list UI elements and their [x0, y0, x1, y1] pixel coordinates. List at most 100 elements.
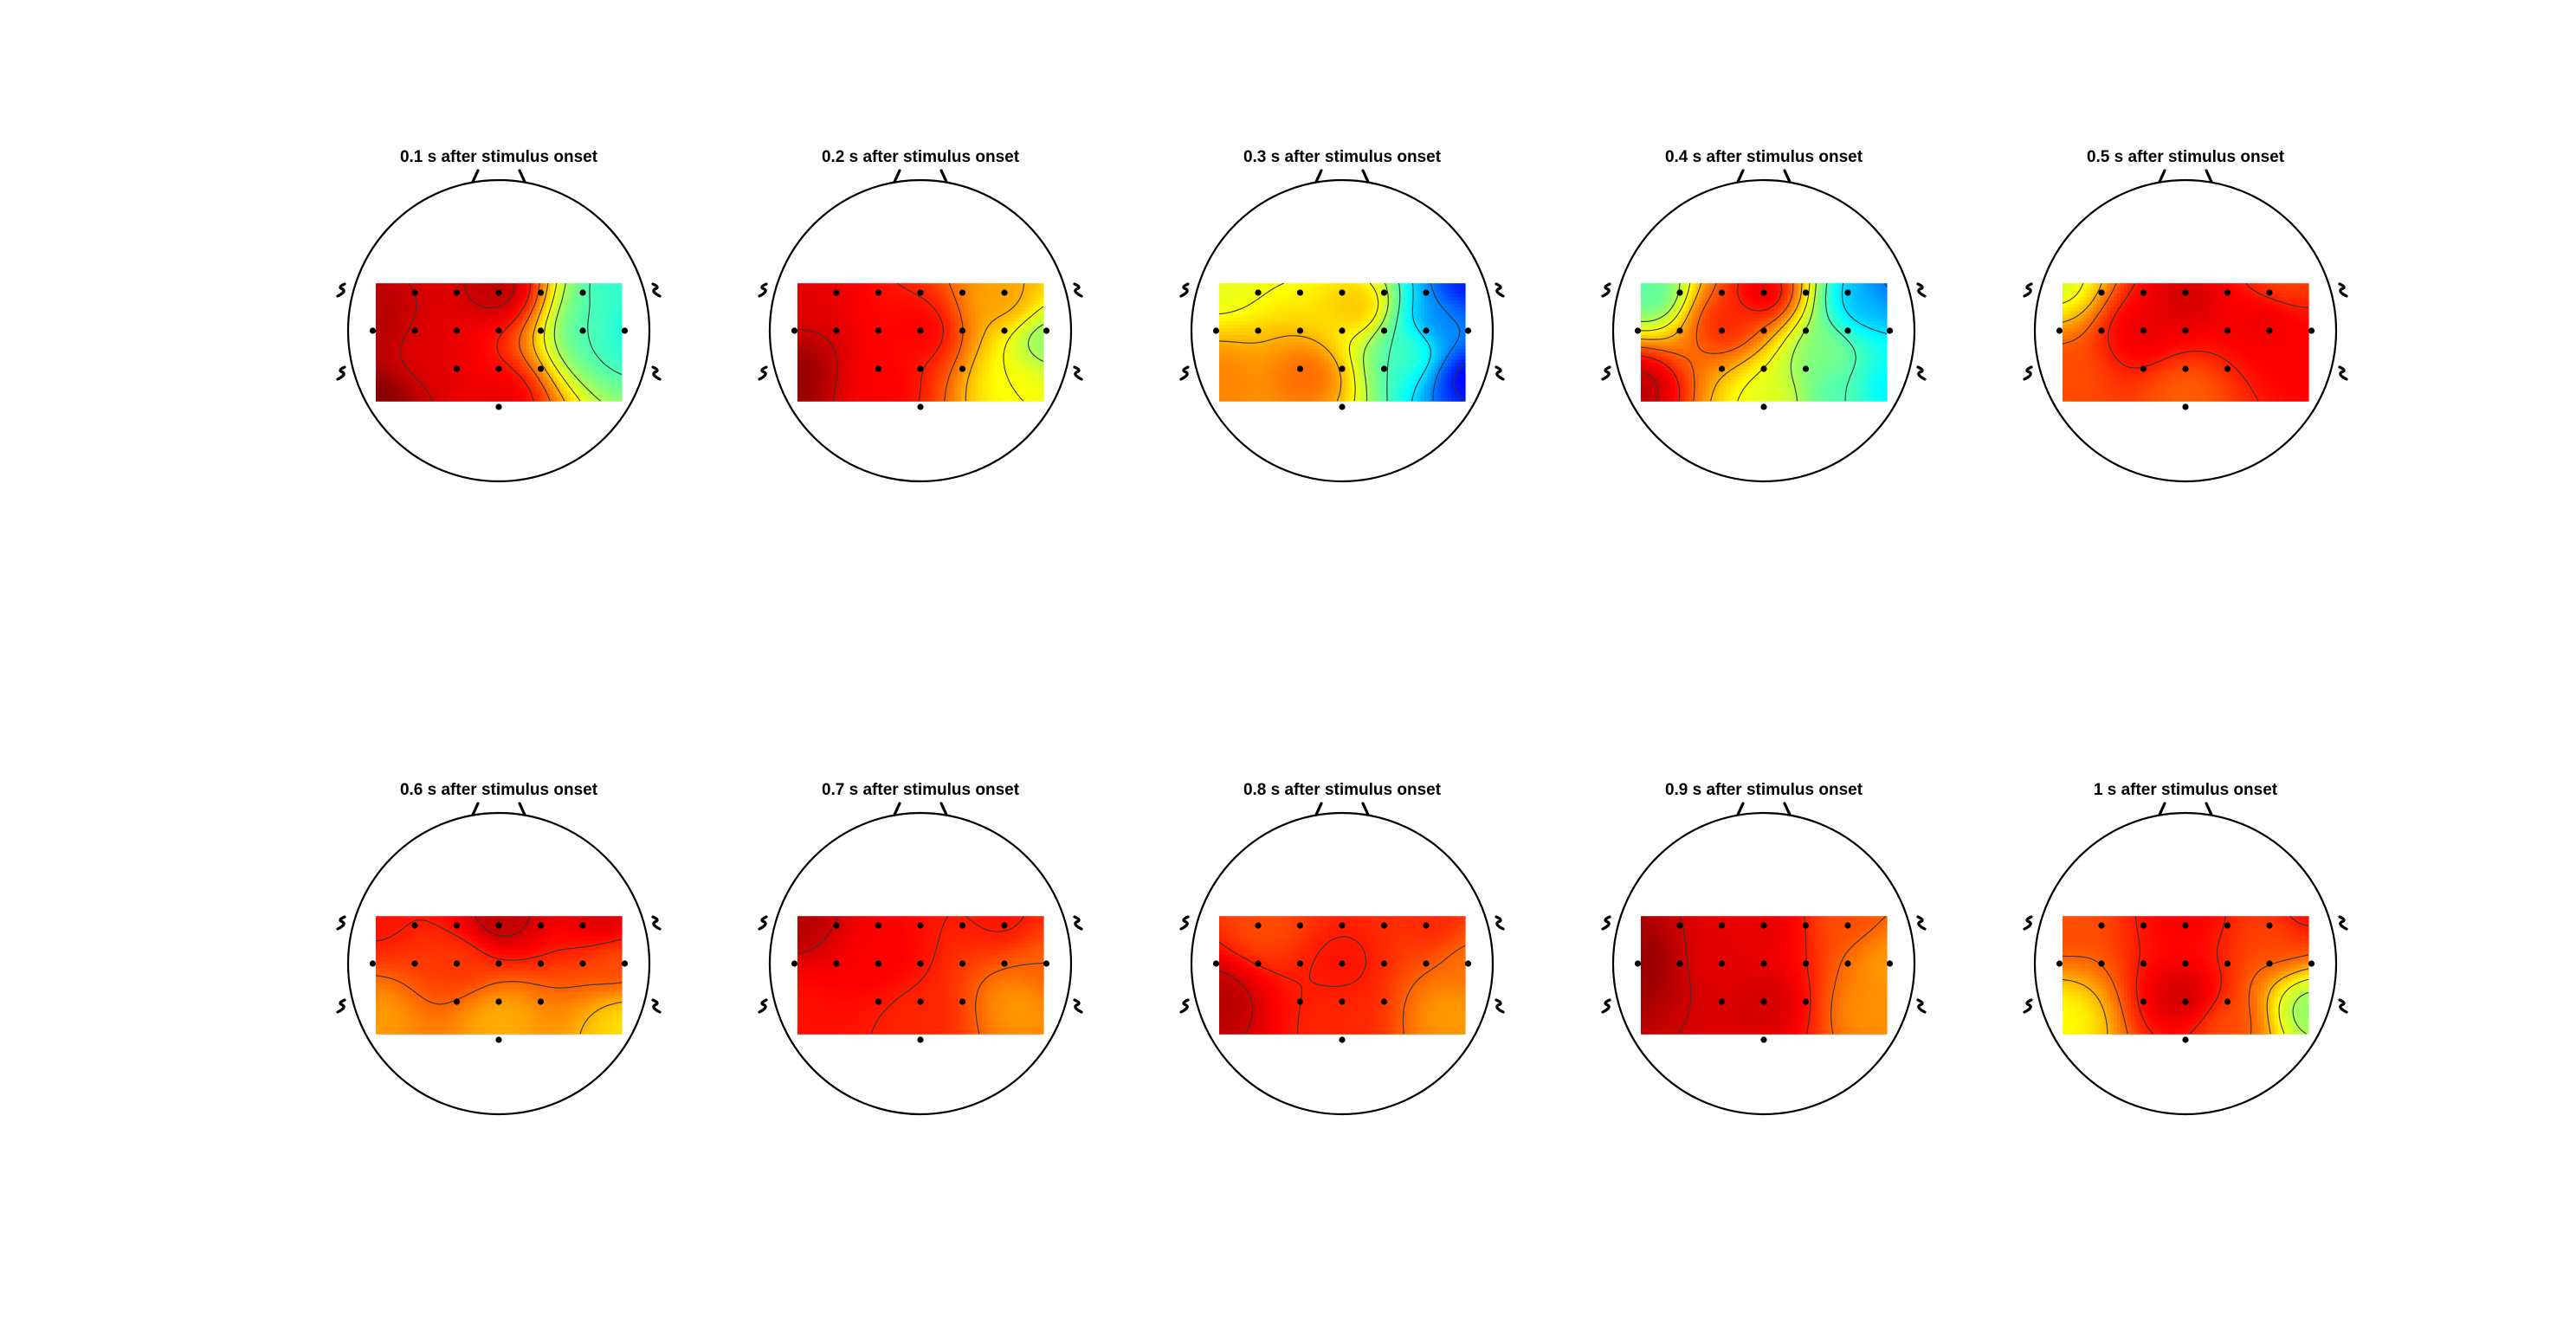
heatmap-cell [564, 293, 568, 298]
heatmap-cell [553, 300, 558, 305]
heatmap-cell [893, 384, 897, 388]
heatmap-cell [890, 397, 894, 402]
heatmap-cell [880, 390, 884, 395]
heatmap-cell [393, 283, 397, 287]
heatmap-cell [608, 321, 612, 326]
heatmap-cell [862, 318, 867, 322]
heatmap-cell [434, 283, 438, 287]
heatmap-cell [1016, 304, 1020, 308]
heatmap-cell [400, 332, 404, 336]
heatmap-cell [869, 287, 874, 291]
heatmap-cell [1010, 359, 1014, 364]
heatmap-cell [400, 325, 404, 329]
heatmap-cell [887, 390, 891, 395]
heatmap-cell [797, 373, 802, 377]
heatmap-cell [451, 307, 455, 312]
heatmap-cell [553, 397, 558, 402]
heatmap-cell [1013, 356, 1017, 360]
heatmap-cell [564, 335, 568, 339]
heatmap-cell [954, 366, 959, 371]
heatmap-cell [992, 349, 997, 353]
heatmap-cell [797, 318, 802, 322]
heatmap-cell [488, 283, 493, 287]
heatmap-cell [1016, 349, 1020, 353]
heatmap-cell [608, 363, 612, 367]
heatmap-cell [896, 387, 901, 391]
heatmap-cell [495, 356, 500, 360]
heatmap-cell [831, 377, 836, 381]
heatmap-cell [811, 373, 816, 377]
heatmap-cell [808, 352, 812, 357]
heatmap-cell [866, 307, 870, 312]
heatmap-cell [996, 356, 1000, 360]
heatmap-cell [862, 314, 867, 319]
heatmap-cell [838, 342, 843, 346]
heatmap-cell [1023, 304, 1027, 308]
heatmap-cell [801, 384, 805, 388]
heatmap-cell [869, 290, 874, 294]
heatmap-cell [523, 297, 527, 301]
heatmap-cell [471, 363, 475, 367]
heatmap-cell [601, 373, 605, 377]
heatmap-cell [883, 300, 888, 305]
heatmap-cell [608, 307, 612, 312]
heatmap-cell [952, 314, 956, 319]
heatmap-cell [413, 380, 417, 384]
heatmap-cell [462, 356, 466, 360]
heatmap-cell [811, 297, 816, 301]
heatmap-cell [985, 311, 990, 315]
heatmap-cell [859, 397, 863, 402]
heatmap-cell [845, 290, 849, 294]
heatmap-cell [978, 300, 983, 305]
heatmap-cell [543, 397, 547, 402]
heatmap-cell [862, 370, 867, 374]
heatmap-cell [571, 345, 575, 350]
heatmap-cell [468, 377, 473, 381]
heatmap-cell [883, 318, 888, 322]
heatmap-cell [1026, 311, 1030, 315]
heatmap-cell [1013, 377, 1017, 381]
heatmap-cell [1030, 356, 1034, 360]
heatmap-cell [601, 345, 605, 350]
heatmap-cell [862, 321, 867, 326]
heatmap-cell [952, 283, 956, 287]
heatmap-cell [996, 394, 1000, 398]
heatmap-cell [465, 394, 469, 398]
heatmap-cell [1003, 335, 1007, 339]
electrode-marker [370, 327, 376, 333]
heatmap-cell [430, 332, 435, 336]
heatmap-cell [604, 339, 609, 343]
heatmap-cell [1006, 352, 1010, 357]
heatmap-cell [513, 349, 517, 353]
heatmap-cell [550, 352, 554, 357]
heatmap-cell [567, 342, 571, 346]
heatmap-cell [608, 342, 612, 346]
heatmap-cell [801, 318, 805, 322]
heatmap-cell [825, 304, 830, 308]
heatmap-cell [611, 293, 616, 298]
heatmap-cell [1019, 366, 1023, 371]
heatmap-cell [597, 390, 602, 395]
heatmap-cell [594, 297, 598, 301]
heatmap-cell [920, 314, 925, 319]
heatmap-cell [982, 293, 986, 298]
topoplot-panel: 0.1 s after stimulus onset [338, 148, 660, 481]
heatmap-cell [825, 373, 830, 377]
heatmap-cell [835, 397, 839, 402]
heatmap-cell [485, 318, 489, 322]
heatmap-cell [825, 314, 830, 319]
heatmap-cell [982, 297, 986, 301]
heatmap-cell [492, 345, 496, 350]
heatmap-cell [513, 363, 517, 367]
heatmap-cell [597, 332, 602, 336]
heatmap-cell [801, 342, 805, 346]
heatmap-cell [502, 345, 507, 350]
heatmap-cell [397, 390, 401, 395]
heatmap-cell [876, 300, 881, 305]
heatmap-cell [869, 314, 874, 319]
heatmap-cell [574, 283, 578, 287]
heatmap-cell [611, 359, 616, 364]
heatmap-cell [866, 366, 870, 371]
heatmap-cell [584, 335, 589, 339]
heatmap-cell [829, 307, 833, 312]
